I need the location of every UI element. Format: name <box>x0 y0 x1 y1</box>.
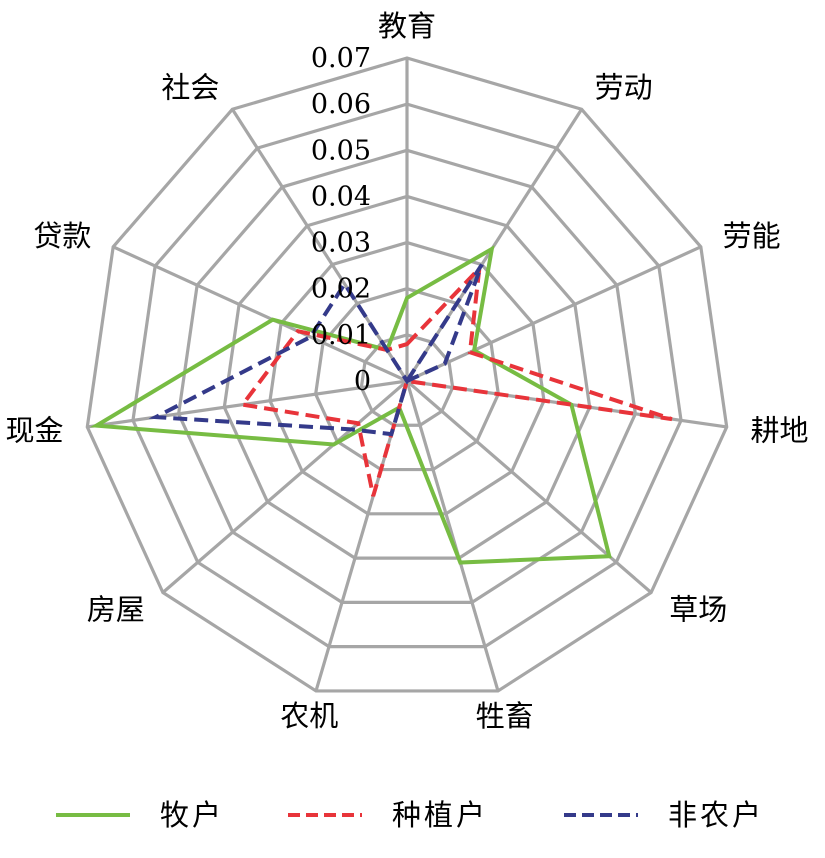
legend: 牧户 种植户 非农户 <box>56 798 764 832</box>
tick-label: 0.02 <box>311 274 371 305</box>
legend-label-1: 种植户 <box>392 798 488 832</box>
tick-labels: 0 0.01 0.02 0.03 0.04 0.05 0.06 0.07 <box>311 43 371 397</box>
grid-ring <box>268 240 546 516</box>
grid-spoke <box>231 108 409 382</box>
tick-label: 0.07 <box>311 43 371 74</box>
grid-spoke <box>112 245 408 383</box>
axis-label: 牲畜 <box>476 699 534 733</box>
axis-label: 农机 <box>280 699 338 733</box>
axis-label: 草场 <box>669 593 727 627</box>
grid-ring <box>222 194 592 560</box>
series-line-2 <box>148 263 484 437</box>
axis-label: 劳动 <box>595 70 653 104</box>
legend-label-0: 牧户 <box>160 798 224 832</box>
tick-label: 0.06 <box>311 89 371 120</box>
axis-label: 耕地 <box>750 414 808 448</box>
grid-ring <box>85 56 729 693</box>
series-line-1 <box>238 262 673 497</box>
axis-label: 劳能 <box>723 219 781 253</box>
tick-label: 0.04 <box>311 181 371 212</box>
grid-spoke <box>405 380 500 692</box>
axis-label: 贷款 <box>33 219 91 253</box>
axis-label: 社会 <box>161 70 219 104</box>
tick-label: 0 <box>354 366 371 397</box>
grid-spoke <box>161 379 409 594</box>
series-line-0 <box>90 245 612 565</box>
axis-label: 现金 <box>6 414 64 448</box>
tick-label: 0.03 <box>311 228 371 259</box>
tick-label: 0.01 <box>311 320 371 351</box>
grid-ring <box>176 148 638 604</box>
axis-label: 教育 <box>378 9 436 43</box>
grid-spoke <box>406 245 702 383</box>
series-lines <box>90 245 673 565</box>
grid-ring <box>131 102 683 649</box>
legend-label-2: 非农户 <box>668 798 764 832</box>
tick-label: 0.05 <box>311 135 371 166</box>
axis-label: 房屋 <box>87 593 145 627</box>
